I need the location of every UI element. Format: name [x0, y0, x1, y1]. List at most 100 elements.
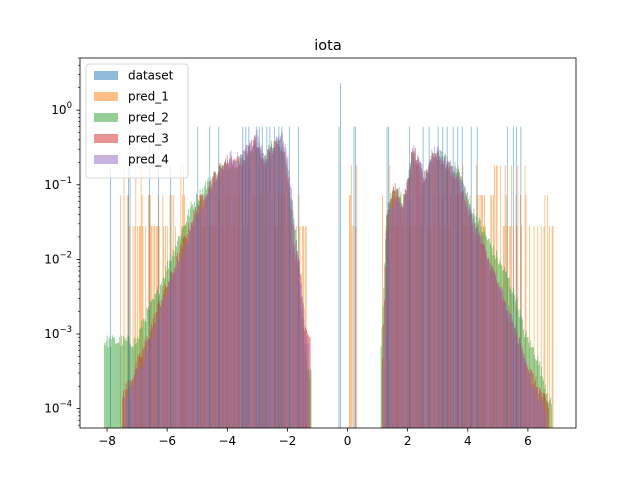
bar [294, 244, 296, 428]
bar [248, 126, 250, 428]
bar [470, 126, 472, 428]
bar [465, 193, 467, 428]
x-tick-label: 6 [524, 434, 532, 448]
bar [210, 191, 212, 428]
bar [138, 226, 140, 428]
bar [219, 166, 221, 428]
bar [114, 343, 116, 428]
bar [291, 199, 293, 428]
bar [286, 158, 288, 428]
bar [218, 170, 220, 428]
bar [193, 218, 195, 428]
x-tick-label: 0 [344, 434, 352, 448]
bar [478, 235, 480, 428]
legend-swatch [94, 155, 118, 164]
bar [414, 148, 416, 428]
bar [399, 203, 401, 428]
bar [291, 188, 292, 428]
bar [205, 193, 207, 428]
bar [445, 164, 447, 428]
bar [238, 165, 240, 428]
bar [468, 210, 470, 428]
bar [451, 166, 453, 428]
bar [496, 283, 498, 428]
bar [128, 395, 130, 428]
bar [543, 226, 545, 428]
bar [255, 126, 257, 428]
bar [171, 272, 172, 428]
bar [125, 337, 127, 428]
bar [110, 165, 111, 428]
bar [173, 273, 175, 428]
bar [136, 368, 138, 428]
bar [411, 155, 413, 428]
bar [252, 145, 254, 428]
bar [527, 370, 529, 428]
bar [175, 264, 177, 428]
bar [539, 394, 541, 428]
bar [484, 247, 486, 428]
bar [129, 226, 130, 428]
bar [218, 126, 220, 428]
bar [122, 344, 123, 428]
legend-label: pred_2 [128, 111, 169, 125]
bar [264, 156, 266, 428]
bar [231, 160, 233, 428]
bar [285, 148, 287, 428]
bar [480, 239, 482, 428]
bar [508, 313, 510, 428]
bar [308, 337, 310, 428]
bar [394, 197, 396, 428]
bar [544, 409, 546, 428]
bar [464, 187, 466, 428]
bar [122, 336, 124, 428]
bar [461, 181, 463, 428]
bar [433, 156, 435, 428]
bar [183, 250, 185, 428]
bar [139, 367, 141, 428]
bar [268, 149, 270, 428]
bar [130, 385, 132, 428]
bar [143, 359, 145, 428]
bar [256, 129, 258, 428]
bar [461, 126, 463, 428]
bar [141, 195, 143, 428]
bar [116, 342, 118, 428]
bar [267, 160, 269, 428]
bar [132, 385, 134, 428]
bar [515, 126, 517, 428]
bar [123, 396, 125, 428]
legend-swatch [94, 92, 118, 101]
bar [243, 150, 245, 428]
bar [398, 197, 399, 428]
bar [524, 354, 526, 428]
bar [290, 185, 292, 428]
bar [258, 126, 260, 428]
bar [229, 152, 231, 428]
bar [153, 325, 155, 428]
bar [459, 175, 461, 428]
bar [297, 126, 299, 428]
bar [253, 144, 255, 428]
bar [453, 176, 455, 428]
bar [170, 165, 172, 428]
bar [241, 154, 243, 428]
bar [517, 339, 519, 428]
bar [206, 196, 208, 428]
bar [104, 343, 105, 428]
bar [483, 245, 485, 428]
bar [456, 176, 458, 428]
x-axis: −8 −6 −4 −2 0 2 4 6 [98, 428, 532, 448]
bar [387, 240, 389, 428]
bar [536, 388, 537, 428]
bar [203, 205, 205, 428]
bar [493, 269, 495, 428]
bar [309, 337, 311, 428]
bar [246, 151, 248, 428]
bar [393, 199, 395, 428]
bar [492, 274, 494, 428]
bar [195, 214, 197, 428]
bar [405, 189, 407, 428]
bar [547, 403, 549, 428]
bar [240, 154, 242, 428]
